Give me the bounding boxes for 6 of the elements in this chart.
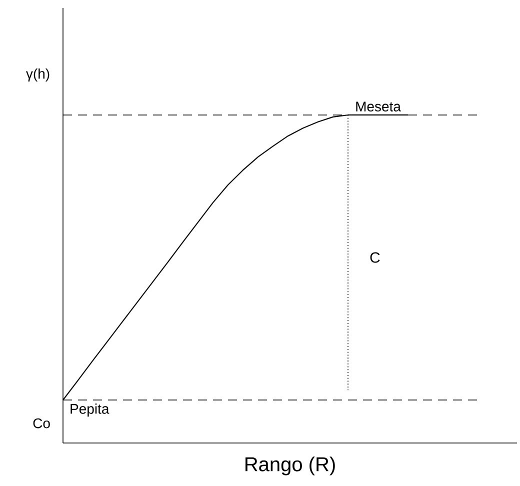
text: Co (33, 418, 50, 428)
ref-line-label: Meseta (356, 102, 401, 112)
x-axis-title: Rango (R) (246, 456, 335, 476)
ref-line-label: Pepita (70, 404, 110, 417)
annotation: C (370, 252, 380, 263)
y-axis-title: γ(h) (26, 68, 50, 82)
